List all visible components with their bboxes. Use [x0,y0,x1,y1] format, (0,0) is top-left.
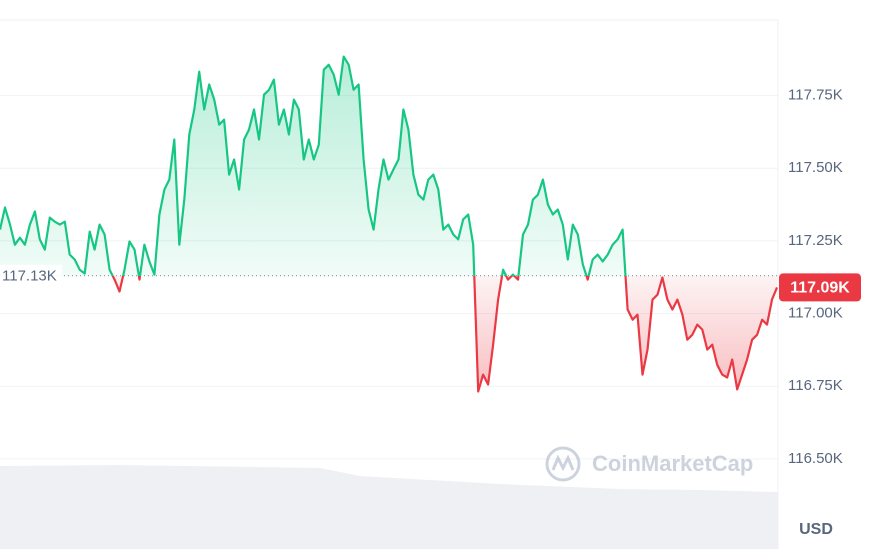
current-price-badge [779,273,861,302]
watermark: CoinMarketCap [545,446,753,482]
y-tick-label: 117.50K [788,159,843,176]
currency-label: USD [799,521,833,538]
y-tick-label: 117.25K [788,232,843,249]
y-tick-label: 117.75K [788,87,843,104]
area [0,56,777,392]
watermark-logo [545,446,581,482]
baseline-label-bg [0,264,62,285]
y-tick-label: 117.00K [788,305,843,322]
price-line [0,55,779,393]
plot: 117.13K [0,55,779,460]
volume-area [0,465,778,549]
y-tick-label: 116.50K [788,450,843,467]
watermark-logo-mark [551,454,575,472]
baseline-label: 117.13K [2,268,57,285]
watermark-text: CoinMarketCap [592,451,753,476]
current-price-label: 117.09K [790,280,850,297]
y-tick-label: 116.75K [788,377,843,394]
